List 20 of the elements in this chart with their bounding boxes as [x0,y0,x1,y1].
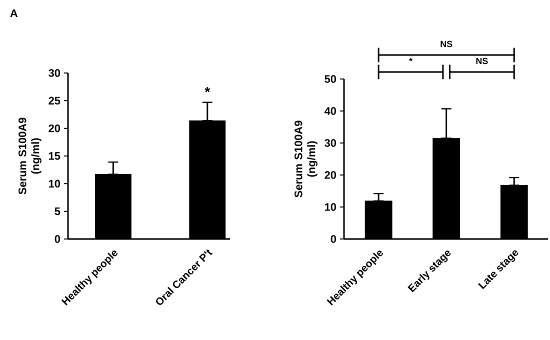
y-tick-label: 50 [324,75,336,83]
y-tick-label: 30 [48,69,60,77]
y-tick-label: 20 [324,171,336,179]
text: NS [440,40,452,48]
y-axis-title: Serum S100A9 (ng/ml) [294,120,318,198]
y-tick-label: 25 [48,96,60,105]
y-tick-label: 0 [330,235,336,243]
text: A [10,9,18,18]
y-tick-label: 30 [324,139,336,147]
y-tick-label: 40 [324,107,336,115]
text: * [409,58,412,62]
y-tick-label: 10 [324,203,336,211]
text: NS [476,58,488,64]
y-tick-label: 5 [54,208,60,216]
y-tick-label: 15 [48,152,60,160]
y-tick-label: 10 [48,180,60,188]
y-tick-label: 20 [48,124,60,132]
y-tick-label: 0 [54,235,60,243]
y-axis-title: Serum S100A9 (ng/ml) [18,118,42,194]
annotation: * [204,87,210,92]
